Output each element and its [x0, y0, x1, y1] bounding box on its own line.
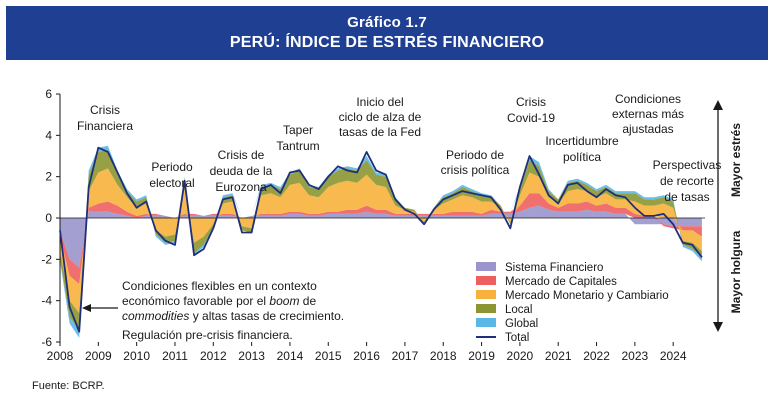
ann-recorte-2: de recorte [660, 174, 714, 188]
x-tick-label: 2015 [315, 349, 342, 363]
ann-incertidumbre-1: Incertidumbre [545, 134, 619, 148]
y-tick-label: 0 [45, 211, 52, 225]
y-tick-label: 2 [45, 170, 52, 184]
x-tick-label: 2009 [85, 349, 112, 363]
x-tick-label: 2023 [622, 349, 649, 363]
x-tick-label: 2018 [430, 349, 457, 363]
legend-swatch-monetario [476, 290, 496, 299]
ann-boom-line2-a: económico favorable por el [122, 294, 269, 308]
legend-swatch-global [476, 318, 496, 327]
legend-label-monetario: Mercado Monetario y Cambiario [505, 290, 669, 302]
total-line [59, 146, 703, 333]
ann-inicio-ciclo-1: Inicio del [356, 95, 403, 109]
legend-label-global: Global [505, 318, 538, 330]
ann-condiciones-1: Condiciones [615, 92, 681, 106]
ann-condiciones-3: ajustadas [622, 122, 673, 136]
ann-crisis-financiera-2: Financiera [77, 119, 133, 133]
ann-boom-line2-b: boom [269, 294, 299, 308]
ann-boom-line3: commodities y altas tasas de crecimiento… [122, 309, 344, 323]
legend-label-local: Local [505, 304, 533, 316]
ann-eurozona-1: Crisis de [218, 148, 265, 162]
ann-crisis-politica-2: crisis política [441, 163, 510, 177]
ann-incertidumbre-2: política [563, 150, 601, 164]
ann-inicio-ciclo-3: tasas de la Fed [339, 125, 421, 139]
y-tick-label: -2 [41, 252, 52, 266]
y-tick-label: -6 [41, 335, 52, 349]
x-tick-label: 2021 [545, 349, 572, 363]
x-tick-label: 2019 [468, 349, 495, 363]
y-tick-label: 4 [45, 128, 52, 142]
x-tick-label: 2024 [660, 349, 687, 363]
x-tick-label: 2017 [392, 349, 419, 363]
ann-crisis-politica-1: Periodo de [446, 148, 504, 162]
ann-boom-line1: Condiciones flexibles en un contexto [122, 279, 317, 293]
ann-covid-2: Covid-19 [507, 111, 555, 125]
legend: Sistema Financiero Mercado de Capitales … [476, 262, 669, 344]
side-label-bottom: Mayor holgura [729, 230, 743, 313]
ann-periodo-electoral-1: Periodo [151, 160, 193, 174]
side-arrow-down-head [713, 322, 723, 332]
ann-boom-line3-a: commodities [122, 309, 189, 323]
ann-inicio-ciclo-2: ciclo de alza de [339, 110, 422, 124]
area-local [60, 149, 702, 330]
y-tick-label: 6 [45, 87, 52, 101]
y-tick-label: -4 [41, 294, 52, 308]
ann-periodo-electoral-2: electoral [149, 176, 194, 190]
ann-crisis-financiera-1: Crisis [90, 103, 120, 117]
chart-kicker: Gráfico 1.7 [347, 14, 427, 31]
ann-condiciones-2: externas más [612, 107, 684, 121]
legend-label-capitales: Mercado de Capitales [505, 276, 617, 288]
legend-swatch-capitales [476, 276, 496, 285]
ann-recorte-3: de tasas [664, 190, 709, 204]
chart-title: PERÚ: ÍNDICE DE ESTRÉS FINANCIERO [229, 34, 545, 51]
x-tick-label: 2010 [123, 349, 150, 363]
legend-label-sistema: Sistema Financiero [505, 262, 603, 274]
x-tick-label: 2013 [238, 349, 265, 363]
source-note: Fuente: BCRP. [32, 380, 105, 392]
legend-label-total: Total [505, 332, 529, 344]
ann-boom-line4: Regulación pre-crisis financiera. [122, 328, 293, 342]
x-tick-label: 2011 [162, 349, 188, 363]
total-line-group [59, 146, 703, 333]
x-tick-label: 2012 [200, 349, 227, 363]
x-tick-label: 2014 [277, 349, 304, 363]
side-label-top: Mayor estrés [729, 123, 743, 197]
legend-swatch-sistema [476, 262, 496, 271]
ann-boom-line2-c: de [299, 294, 316, 308]
x-tick-label: 2022 [583, 349, 610, 363]
ann-boom-line2: económico favorable por el boom de [122, 294, 316, 308]
ann-covid-1: Crisis [516, 95, 546, 109]
x-tick-label: 2020 [507, 349, 534, 363]
ann-taper-1: Taper [283, 123, 313, 137]
legend-swatch-local [476, 304, 496, 313]
ann-eurozona-2: deuda de la [210, 164, 273, 178]
ann-recorte-1: Perspectivas [653, 158, 722, 172]
area-mercado-de-capitales [60, 193, 702, 285]
ann-eurozona-3: Eurozona [215, 180, 267, 194]
chart-header: Gráfico 1.7 PERÚ: ÍNDICE DE ESTRÉS FINAN… [6, 6, 768, 60]
side-arrow-up-head [713, 100, 723, 110]
x-tick-label: 2016 [353, 349, 380, 363]
ann-taper-2: Tantrum [276, 139, 319, 153]
ann-boom-line3-b: y altas tasas de crecimiento. [189, 309, 344, 323]
side-indicator: Mayor estrés Mayor holgura [713, 100, 743, 332]
annotations: Crisis Financiera Periodo electoral Cris… [77, 92, 721, 342]
boom-arrow-head [82, 304, 91, 312]
area-mercado-monetario-y-cambiario [60, 168, 702, 314]
x-tick-label: 2008 [47, 349, 74, 363]
